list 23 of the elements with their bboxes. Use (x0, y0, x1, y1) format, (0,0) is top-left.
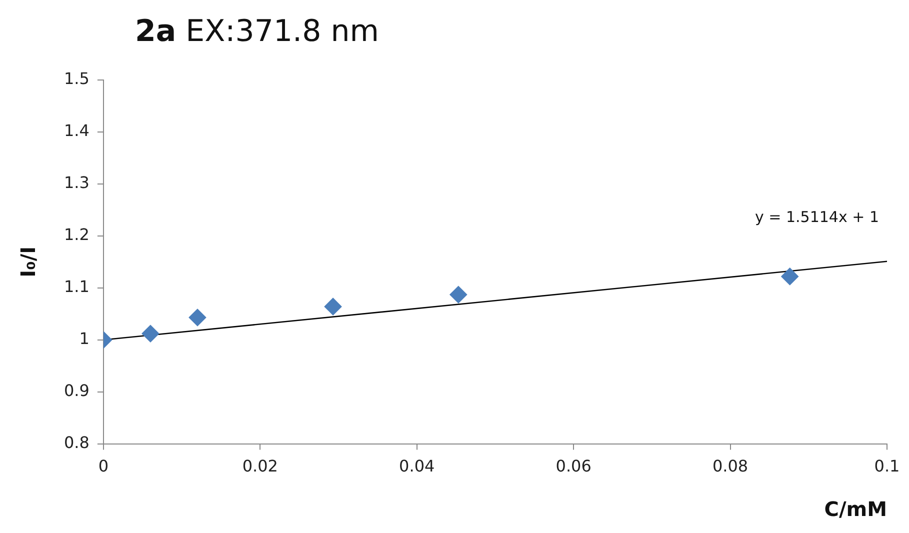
point (324, 298, 342, 316)
x-axis-title: C/mM (824, 497, 887, 522)
chart-title: 2a EX:371.8 nm (135, 14, 379, 49)
y-tick-label: 1 (79, 329, 90, 348)
y-axis-title: I₀/I (16, 246, 40, 278)
point (188, 308, 206, 326)
y-tick-label: 0.8 (64, 432, 90, 452)
x-tick-label: 0.06 (556, 456, 592, 476)
annotation: y = 1.5114x + 1 (755, 208, 879, 226)
y-tick-label: 1.3 (64, 173, 90, 192)
point (781, 268, 798, 286)
point (450, 286, 468, 304)
y-tick-label: 1.2 (64, 225, 90, 244)
y-tick-label: 1.1 (64, 277, 90, 296)
x-tick-label: 0 (98, 456, 109, 476)
y-tick-label: 1.5 (64, 69, 90, 88)
x-tick-label: 0.08 (712, 456, 748, 476)
point (142, 324, 160, 342)
x-tick-label: 0.04 (399, 456, 435, 476)
y-tick-label: 1.4 (64, 121, 90, 140)
x-tick-label: 0.1 (874, 456, 900, 476)
x-tick-label: 0.02 (242, 456, 278, 476)
y-tick-label: 0.9 (64, 380, 90, 400)
